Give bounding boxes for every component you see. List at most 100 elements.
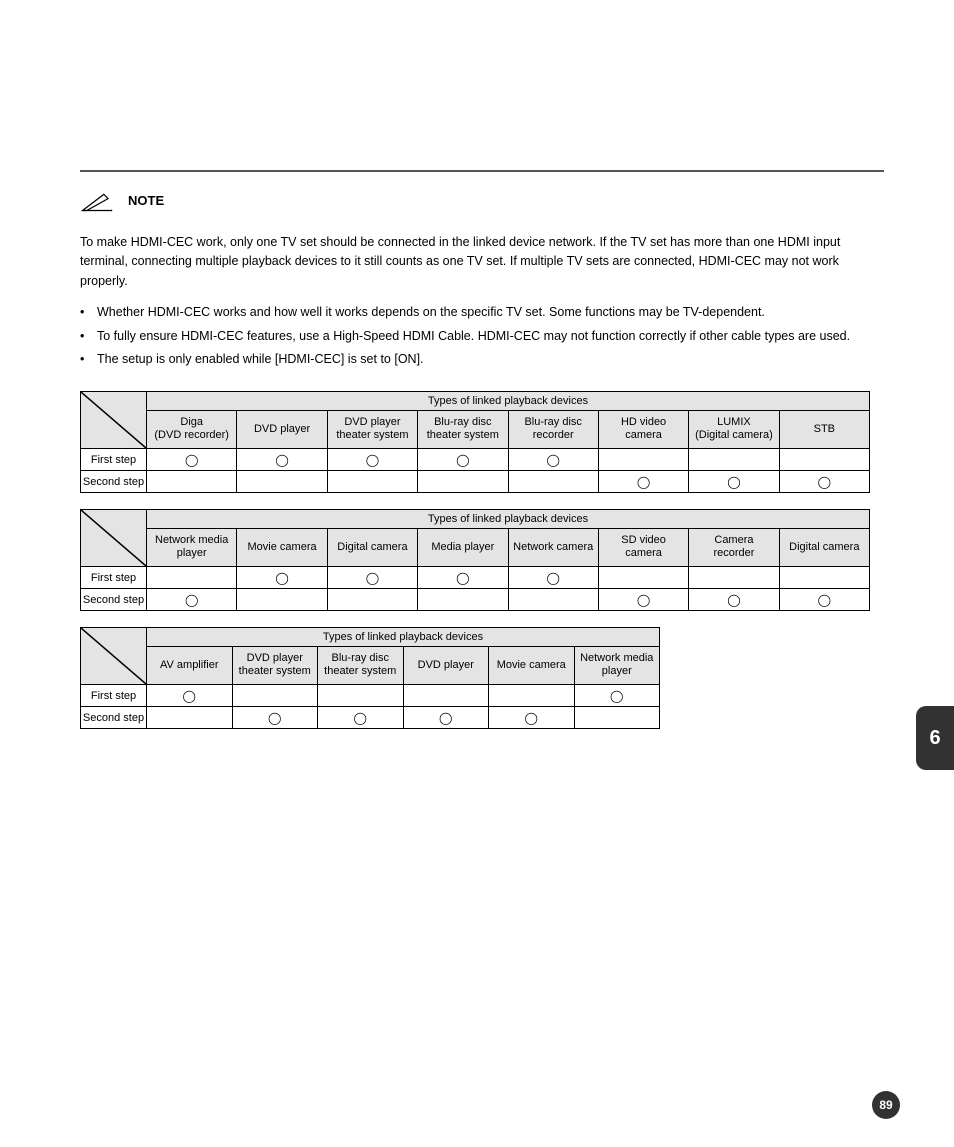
table-cell [689,567,779,589]
col-header: Network mediaplayer [147,528,237,567]
table-cell: ◯ [327,449,417,471]
bullet-list: •Whether HDMI-CEC works and how well it … [80,303,884,369]
table-cell: ◯ [489,707,575,729]
table-row: First step ◯ ◯ [81,685,660,707]
table-cell [403,685,489,707]
col-header: Network camera [508,528,598,567]
bullet-text: Whether HDMI-CEC works and how well it w… [97,303,765,322]
bullet-text: The setup is only enabled while [HDMI-CE… [97,350,424,369]
col-header: DVD playertheater system [232,646,318,685]
note-label: NOTE [128,190,164,208]
table-cell [318,685,404,707]
table-row: First step ◯◯◯◯ [81,567,870,589]
col-header: Movie camera [489,646,575,685]
bullet-item: •To fully ensure HDMI-CEC features, use … [80,327,884,346]
col-header: Camerarecorder [689,528,779,567]
table-cell: ◯ [508,567,598,589]
device-table-3: Types of linked playback devices AV ampl… [80,627,660,729]
device-table-2: Types of linked playback devices Network… [80,509,870,611]
table-top-header: Types of linked playback devices [147,392,870,410]
table-cell [237,589,327,611]
table-cell [489,685,575,707]
col-header: SD videocamera [598,528,688,567]
table-cell [237,471,327,493]
table-cell: ◯ [232,707,318,729]
col-header: Network mediaplayer [574,646,660,685]
table-cell [147,471,237,493]
table-cell: ◯ [147,449,237,471]
table-cell: ◯ [237,449,327,471]
col-header: Blu-ray disctheater system [318,646,404,685]
col-header: Blu-ray disctheater system [418,410,508,449]
row-label: First step [81,685,147,707]
col-header: Digital camera [327,528,417,567]
row-label: Second step [81,589,147,611]
bullet-item: •Whether HDMI-CEC works and how well it … [80,303,884,322]
table-cell: ◯ [147,589,237,611]
section-tab: 6 [916,706,954,770]
table-corner [81,628,147,685]
table-cell: ◯ [598,589,688,611]
table-cell: ◯ [403,707,489,729]
device-table-1: Types of linked playback devices Diga(DV… [80,391,870,493]
col-header: LUMIX(Digital camera) [689,410,779,449]
table-cell [147,707,233,729]
table-cell [232,685,318,707]
table-cell: ◯ [689,471,779,493]
table-cell: ◯ [418,449,508,471]
table-cell: ◯ [779,471,869,493]
col-header: DVD player [237,410,327,449]
col-header: Movie camera [237,528,327,567]
table-cell [147,567,237,589]
table-cell: ◯ [318,707,404,729]
table-cell [689,449,779,471]
page: NOTE To make HDMI-CEC work, only one TV … [0,0,954,1147]
pencil-note-icon [80,190,114,219]
col-header: AV amplifier [147,646,233,685]
row-label: First step [81,449,147,471]
col-header: DVD playertheater system [327,410,417,449]
table-cell [779,449,869,471]
table-corner [81,392,147,449]
table-cell: ◯ [779,589,869,611]
table-cell: ◯ [508,449,598,471]
page-number: 89 [872,1091,900,1119]
table-corner [81,510,147,567]
table-cell [574,707,660,729]
table-cell [418,589,508,611]
table-row: Second step ◯◯◯◯ [81,589,870,611]
table-cell [598,449,688,471]
table-top-header: Types of linked playback devices [147,510,870,528]
table-row: Second step ◯◯◯ [81,471,870,493]
table-cell: ◯ [237,567,327,589]
table-row: Second step ◯◯◯◯ [81,707,660,729]
table-cell [418,471,508,493]
table-cell [327,589,417,611]
col-header: STB [779,410,869,449]
col-header: Media player [418,528,508,567]
bullet-text: To fully ensure HDMI-CEC features, use a… [97,327,850,346]
col-header: HD videocamera [598,410,688,449]
table-cell [508,471,598,493]
row-label: Second step [81,471,147,493]
table-cell: ◯ [327,567,417,589]
row-label: First step [81,567,147,589]
col-header: Blu-ray discrecorder [508,410,598,449]
col-header: DVD player [403,646,489,685]
table-cell: ◯ [418,567,508,589]
bullet-item: •The setup is only enabled while [HDMI-C… [80,350,884,369]
table-top-header: Types of linked playback devices [147,628,660,646]
col-header: Digital camera [779,528,869,567]
table-row: First step ◯◯◯◯◯ [81,449,870,471]
table-cell: ◯ [574,685,660,707]
note-row: NOTE [80,190,884,219]
table-cell: ◯ [689,589,779,611]
table-cell [508,589,598,611]
section-rule [80,170,884,172]
table-cell: ◯ [598,471,688,493]
col-header: Diga(DVD recorder) [147,410,237,449]
row-label: Second step [81,707,147,729]
table-cell [327,471,417,493]
table-cell [598,567,688,589]
table-cell: ◯ [147,685,233,707]
